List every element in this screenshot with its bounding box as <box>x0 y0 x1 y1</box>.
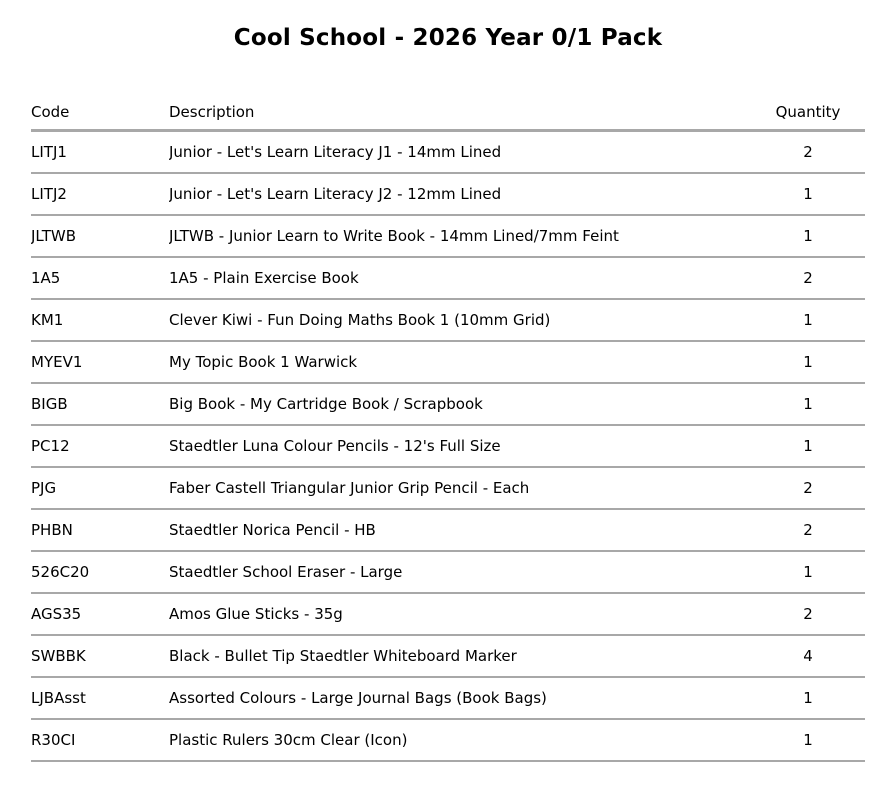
cell-code: R30CI <box>31 719 169 762</box>
table-row: SWBBK Black - Bullet Tip Staedtler Whiteb… <box>31 635 865 678</box>
table-row: LITJ2 Junior - Let's Learn Literacy J2 - … <box>31 173 865 216</box>
table-row: KM1 Clever Kiwi - Fun Doing Maths Book 1 … <box>31 299 865 342</box>
cell-quantity: 2 <box>751 593 865 636</box>
cell-code: JLTWB <box>31 215 169 258</box>
cell-description: JLTWB - Junior Learn to Write Book - 14m… <box>169 215 751 258</box>
cell-description: Black - Bullet Tip Staedtler Whiteboard … <box>169 635 751 678</box>
table-row: AGS35 Amos Glue Sticks - 35g 2 <box>31 593 865 636</box>
cell-code: LJBAsst <box>31 677 169 720</box>
cell-code: KM1 <box>31 299 169 342</box>
cell-description: Amos Glue Sticks - 35g <box>169 593 751 636</box>
cell-code: PJG <box>31 467 169 510</box>
cell-quantity: 1 <box>751 299 865 342</box>
cell-quantity: 1 <box>751 341 865 384</box>
cell-quantity: 2 <box>751 467 865 510</box>
cell-quantity: 1 <box>751 677 865 720</box>
cell-quantity: 1 <box>751 425 865 468</box>
cell-code: AGS35 <box>31 593 169 636</box>
cell-quantity: 2 <box>751 130 865 174</box>
cell-description: Staedtler Norica Pencil - HB <box>169 509 751 552</box>
cell-code: LITJ1 <box>31 130 169 174</box>
cell-description: Assorted Colours - Large Journal Bags (B… <box>169 677 751 720</box>
table-row: PJG Faber Castell Triangular Junior Grip … <box>31 467 865 510</box>
cell-description: My Topic Book 1 Warwick <box>169 341 751 384</box>
cell-quantity: 2 <box>751 509 865 552</box>
cell-description: Junior - Let's Learn Literacy J1 - 14mm … <box>169 130 751 174</box>
cell-code: BIGB <box>31 383 169 426</box>
table-row: LITJ1 Junior - Let's Learn Literacy J1 - … <box>31 130 865 174</box>
table-row: 526C20 Staedtler School Eraser - Large 1 <box>31 551 865 594</box>
table-row: MYEV1 My Topic Book 1 Warwick 1 <box>31 341 865 384</box>
cell-quantity: 1 <box>751 215 865 258</box>
table-row: R30CI Plastic Rulers 30cm Clear (Icon) 1 <box>31 719 865 762</box>
table-row: 1A5 1A5 - Plain Exercise Book 2 <box>31 257 865 300</box>
cell-description: Clever Kiwi - Fun Doing Maths Book 1 (10… <box>169 299 751 342</box>
cell-description: 1A5 - Plain Exercise Book <box>169 257 751 300</box>
cell-quantity: 1 <box>751 719 865 762</box>
page-title: Cool School - 2026 Year 0/1 Pack <box>233 25 663 51</box>
table-row: LJBAsst Assorted Colours - Large Journal … <box>31 677 865 720</box>
cell-code: 1A5 <box>31 257 169 300</box>
cell-description: Plastic Rulers 30cm Clear (Icon) <box>169 719 751 762</box>
cell-code: SWBBK <box>31 635 169 678</box>
cell-description: Big Book - My Cartridge Book / Scrapbook <box>169 383 751 426</box>
cell-quantity: 4 <box>751 635 865 678</box>
cell-code: 526C20 <box>31 551 169 594</box>
cell-description: Staedtler School Eraser - Large <box>169 551 751 594</box>
column-header-description: Description <box>169 103 751 132</box>
pack-items-table: Code Description Quantity LITJ1 Junior - … <box>31 103 865 762</box>
cell-code: LITJ2 <box>31 173 169 216</box>
column-header-code: Code <box>31 103 169 132</box>
cell-code: PHBN <box>31 509 169 552</box>
cell-quantity: 1 <box>751 173 865 216</box>
cell-code: MYEV1 <box>31 341 169 384</box>
cell-quantity: 1 <box>751 551 865 594</box>
table-header-row: Code Description Quantity <box>31 103 865 132</box>
column-header-quantity: Quantity <box>751 103 865 132</box>
cell-description: Faber Castell Triangular Junior Grip Pen… <box>169 467 751 510</box>
cell-description: Staedtler Luna Colour Pencils - 12's Ful… <box>169 425 751 468</box>
cell-quantity: 1 <box>751 383 865 426</box>
table-header: Code Description Quantity <box>31 103 865 132</box>
cell-quantity: 2 <box>751 257 865 300</box>
pack-table-container: Code Description Quantity LITJ1 Junior - … <box>31 53 865 762</box>
cell-code: PC12 <box>31 425 169 468</box>
table-body: LITJ1 Junior - Let's Learn Literacy J1 - … <box>31 130 865 762</box>
table-row: PHBN Staedtler Norica Pencil - HB 2 <box>31 509 865 552</box>
table-row: PC12 Staedtler Luna Colour Pencils - 12's… <box>31 425 865 468</box>
table-row: BIGB Big Book - My Cartridge Book / Scrap… <box>31 383 865 426</box>
table-row: JLTWB JLTWB - Junior Learn to Write Book … <box>31 215 865 258</box>
cell-description: Junior - Let's Learn Literacy J2 - 12mm … <box>169 173 751 216</box>
